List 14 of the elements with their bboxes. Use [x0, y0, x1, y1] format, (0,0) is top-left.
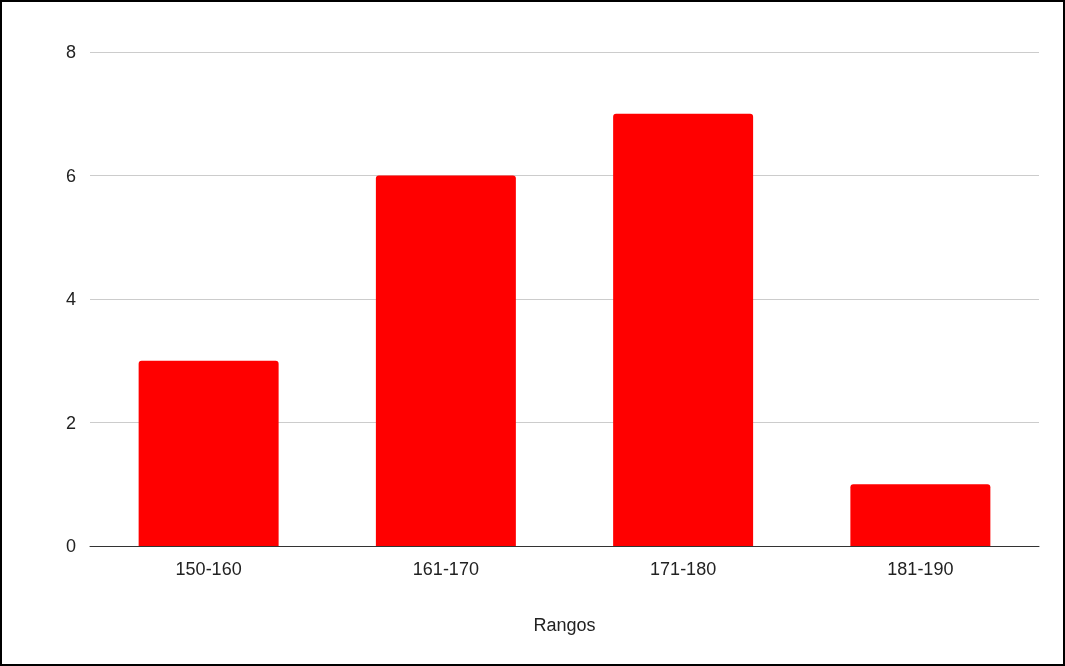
y-tick-label: 8	[65, 42, 76, 62]
bar	[850, 484, 991, 546]
y-tick-label: 0	[65, 536, 76, 556]
x-tick-label: 171-180	[650, 559, 717, 579]
y-tick-label: 6	[65, 165, 76, 186]
bar	[138, 360, 279, 546]
bar	[613, 113, 754, 546]
x-axis-title: Rangos	[533, 615, 596, 635]
y-tick-label: 2	[65, 412, 76, 433]
x-tick-label: 150-160	[175, 559, 242, 579]
x-tick-label: 161-170	[412, 559, 479, 579]
x-tick-label: 181-190	[887, 559, 954, 579]
y-tick-label: 4	[65, 289, 76, 309]
bar	[375, 175, 516, 546]
